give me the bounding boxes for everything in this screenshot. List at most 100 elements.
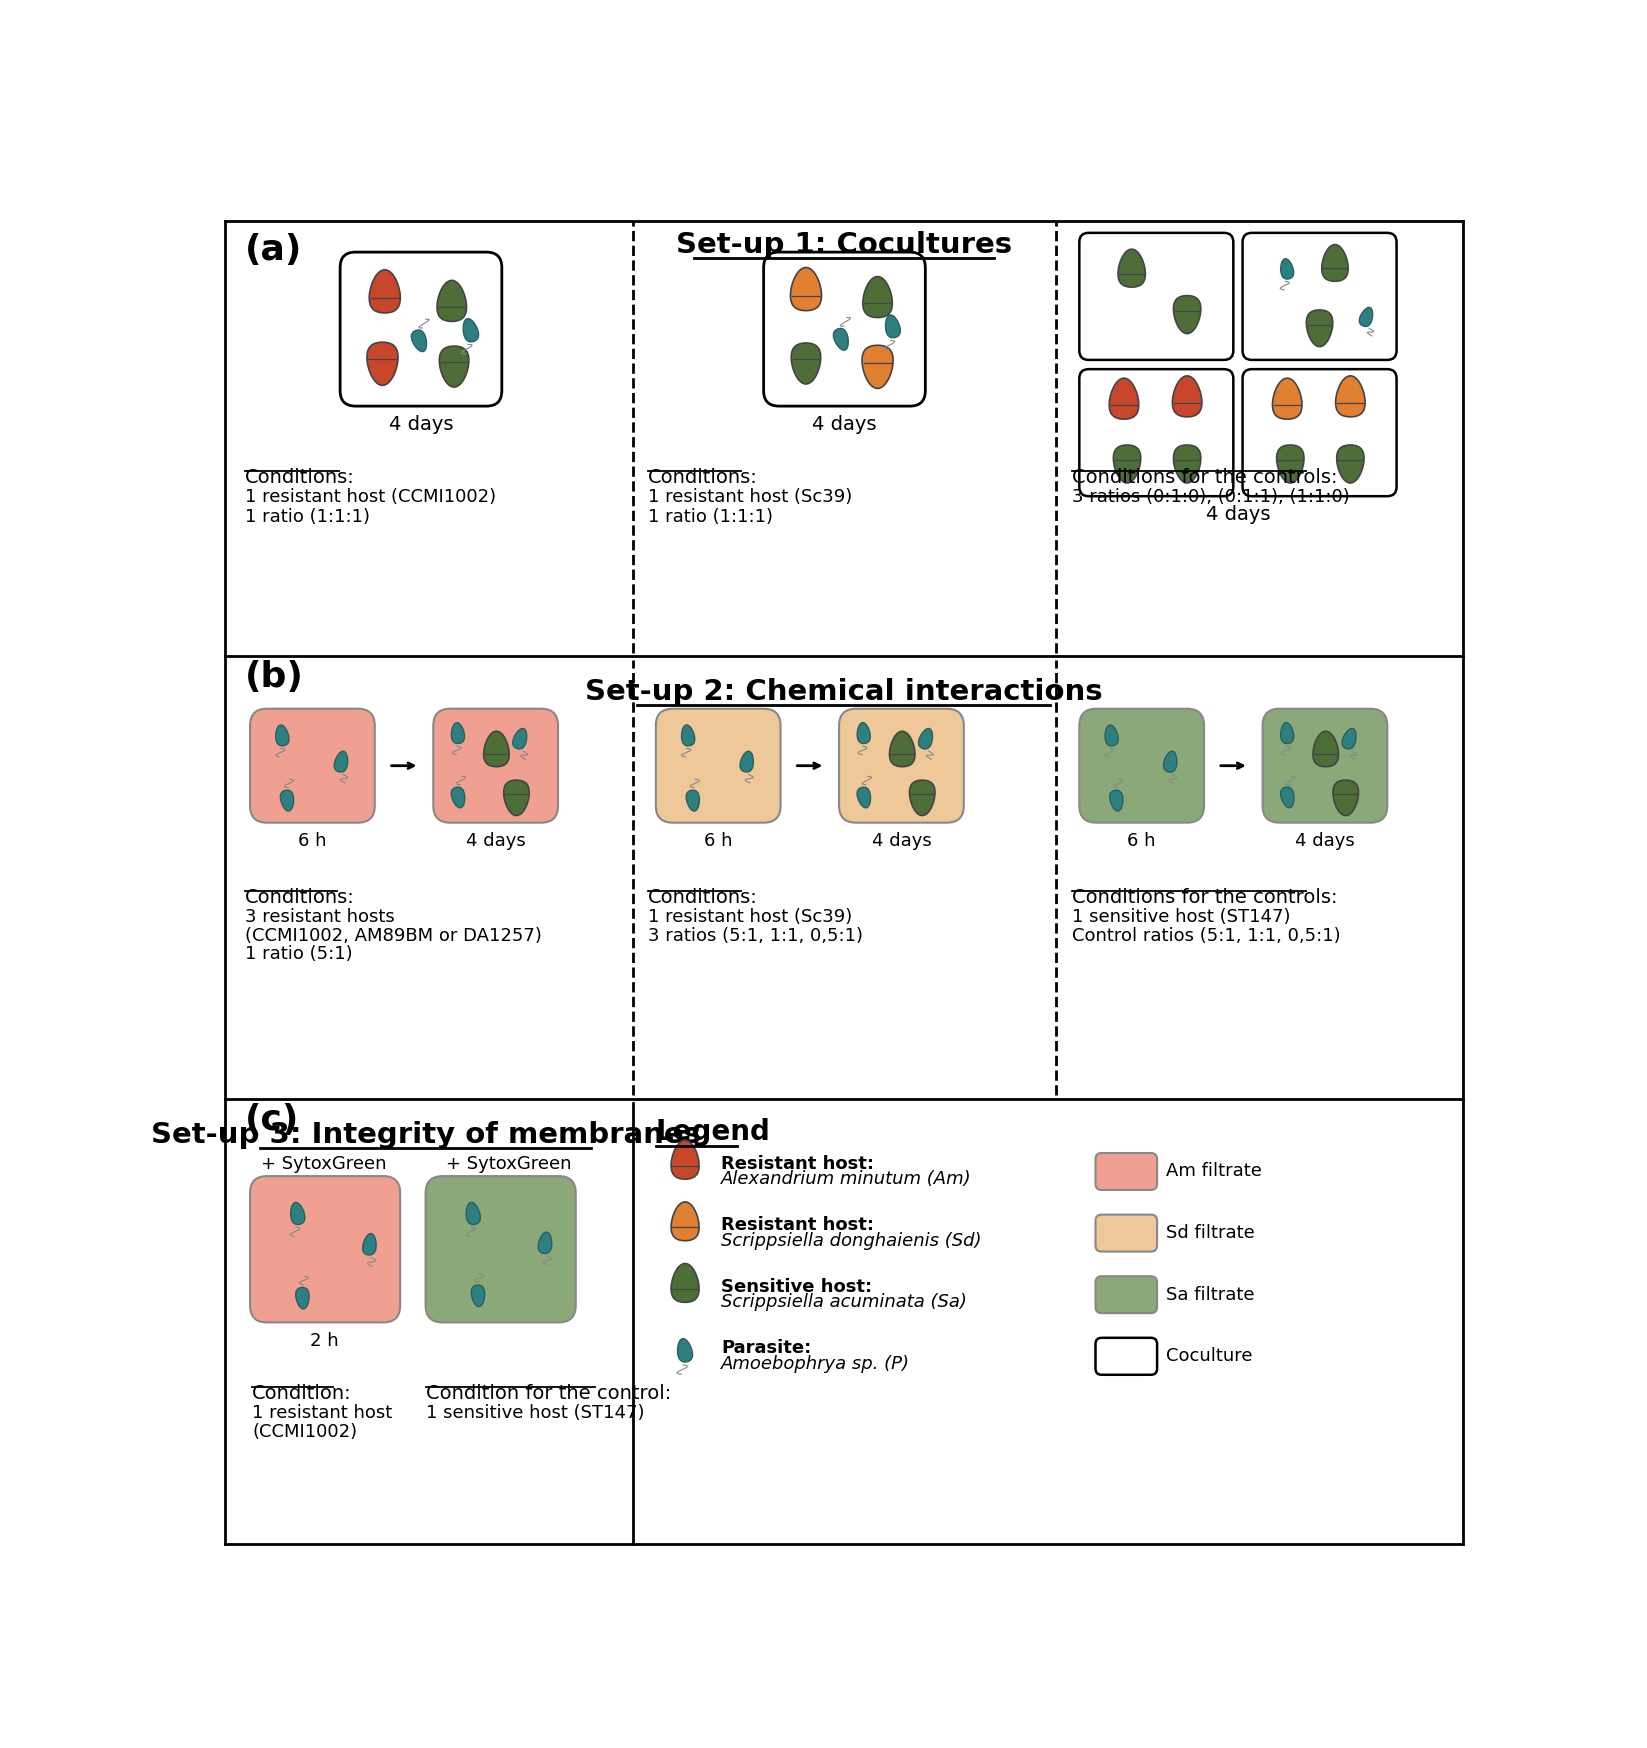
- Polygon shape: [1313, 731, 1339, 767]
- Text: Set-up 2: Chemical interactions: Set-up 2: Chemical interactions: [585, 678, 1102, 706]
- Text: 6 h: 6 h: [298, 832, 326, 850]
- Text: Sensitive host:: Sensitive host:: [721, 1278, 873, 1295]
- FancyBboxPatch shape: [1079, 232, 1234, 360]
- Text: Conditions for the controls:: Conditions for the controls:: [1072, 888, 1337, 907]
- Text: Scrippsiella acuminata (Sa): Scrippsiella acuminata (Sa): [721, 1294, 967, 1311]
- Text: 1 resistant host (Sc39): 1 resistant host (Sc39): [649, 488, 853, 505]
- Text: 4 days: 4 days: [389, 416, 453, 434]
- Polygon shape: [677, 1339, 692, 1362]
- Polygon shape: [919, 729, 932, 748]
- Polygon shape: [512, 729, 527, 748]
- Polygon shape: [436, 280, 466, 322]
- Text: 1 ratio (1:1:1): 1 ratio (1:1:1): [649, 507, 772, 526]
- Polygon shape: [451, 722, 464, 743]
- Polygon shape: [1332, 780, 1359, 816]
- FancyBboxPatch shape: [656, 708, 781, 823]
- Text: 3 ratios (0:1:0), (0:1:1), (1:1:0): 3 ratios (0:1:0), (0:1:1), (1:1:0): [1072, 488, 1349, 505]
- Text: Conditions for the controls:: Conditions for the controls:: [1072, 468, 1337, 486]
- Text: Condition:: Condition:: [252, 1384, 352, 1404]
- FancyBboxPatch shape: [1079, 708, 1204, 823]
- Polygon shape: [833, 329, 848, 350]
- Polygon shape: [440, 346, 469, 386]
- Text: + SytoxGreen: + SytoxGreen: [446, 1154, 572, 1173]
- Text: 1 resistant host (Sc39): 1 resistant host (Sc39): [649, 909, 853, 926]
- Text: + SytoxGreen: + SytoxGreen: [262, 1154, 387, 1173]
- Polygon shape: [682, 725, 695, 746]
- Polygon shape: [886, 315, 901, 337]
- Polygon shape: [861, 346, 893, 388]
- Text: Conditions:: Conditions:: [245, 468, 354, 486]
- Polygon shape: [1173, 446, 1201, 482]
- Text: Alexandrium minutum (Am): Alexandrium minutum (Am): [721, 1169, 972, 1189]
- FancyBboxPatch shape: [1095, 1215, 1158, 1252]
- Polygon shape: [1173, 295, 1201, 334]
- FancyBboxPatch shape: [1263, 708, 1387, 823]
- Text: (CCMI1002, AM89BM or DA1257): (CCMI1002, AM89BM or DA1257): [245, 926, 542, 944]
- Text: Resistant host:: Resistant host:: [721, 1217, 875, 1234]
- Polygon shape: [1276, 446, 1304, 482]
- Text: Control ratios (5:1, 1:1, 0,5:1): Control ratios (5:1, 1:1, 0,5:1): [1072, 926, 1341, 944]
- FancyBboxPatch shape: [838, 708, 963, 823]
- Polygon shape: [670, 1264, 698, 1302]
- Polygon shape: [1281, 722, 1295, 743]
- Polygon shape: [687, 790, 700, 811]
- FancyBboxPatch shape: [1242, 369, 1397, 496]
- Text: (a): (a): [245, 232, 301, 267]
- Text: 4 days: 4 days: [1206, 505, 1270, 524]
- Polygon shape: [791, 343, 820, 385]
- Text: 4 days: 4 days: [812, 416, 876, 434]
- FancyBboxPatch shape: [425, 1176, 576, 1323]
- Text: 1 sensitive host (ST147): 1 sensitive host (ST147): [425, 1404, 644, 1423]
- Polygon shape: [290, 1203, 305, 1225]
- Text: Sd filtrate: Sd filtrate: [1166, 1224, 1255, 1243]
- Polygon shape: [367, 343, 399, 385]
- Text: 1 ratio (5:1): 1 ratio (5:1): [245, 946, 352, 963]
- Text: Resistant host:: Resistant host:: [721, 1154, 875, 1173]
- Text: Am filtrate: Am filtrate: [1166, 1162, 1262, 1180]
- Text: 2 h: 2 h: [310, 1332, 339, 1349]
- Text: 6 h: 6 h: [703, 832, 733, 850]
- Text: Conditions:: Conditions:: [649, 468, 758, 486]
- Polygon shape: [1105, 725, 1118, 746]
- Polygon shape: [1337, 446, 1364, 482]
- Polygon shape: [275, 725, 288, 746]
- FancyBboxPatch shape: [341, 252, 502, 406]
- Polygon shape: [1281, 259, 1293, 280]
- Polygon shape: [296, 1288, 310, 1309]
- FancyBboxPatch shape: [1242, 232, 1397, 360]
- Text: Coculture: Coculture: [1166, 1348, 1253, 1365]
- Polygon shape: [791, 267, 822, 311]
- Text: 4 days: 4 days: [1295, 832, 1355, 850]
- Text: Conditions:: Conditions:: [649, 888, 758, 907]
- Polygon shape: [1173, 376, 1202, 416]
- Polygon shape: [463, 318, 479, 343]
- FancyBboxPatch shape: [433, 708, 558, 823]
- Text: 1 sensitive host (ST147): 1 sensitive host (ST147): [1072, 909, 1290, 926]
- Text: Sa filtrate: Sa filtrate: [1166, 1287, 1255, 1304]
- Polygon shape: [1323, 245, 1349, 281]
- Polygon shape: [670, 1203, 698, 1241]
- Text: (CCMI1002): (CCMI1002): [252, 1423, 357, 1440]
- Text: 4 days: 4 days: [466, 832, 525, 850]
- Text: Legend: Legend: [656, 1119, 771, 1147]
- Polygon shape: [1108, 378, 1138, 420]
- Polygon shape: [362, 1234, 376, 1255]
- Polygon shape: [280, 790, 293, 811]
- Polygon shape: [1113, 446, 1141, 482]
- Text: 1 resistant host: 1 resistant host: [252, 1404, 392, 1423]
- Polygon shape: [1273, 378, 1303, 420]
- Polygon shape: [484, 731, 509, 767]
- Text: Condition for the control:: Condition for the control:: [425, 1384, 670, 1404]
- Polygon shape: [369, 269, 400, 313]
- Text: (c): (c): [245, 1103, 300, 1136]
- FancyBboxPatch shape: [1095, 1154, 1158, 1190]
- FancyBboxPatch shape: [764, 252, 926, 406]
- Text: 1 ratio (1:1:1): 1 ratio (1:1:1): [245, 507, 369, 526]
- Text: 6 h: 6 h: [1128, 832, 1156, 850]
- Polygon shape: [856, 787, 871, 808]
- FancyBboxPatch shape: [250, 1176, 400, 1323]
- Text: (b): (b): [245, 661, 303, 694]
- Polygon shape: [412, 330, 427, 351]
- Polygon shape: [1110, 790, 1123, 811]
- Polygon shape: [856, 722, 870, 743]
